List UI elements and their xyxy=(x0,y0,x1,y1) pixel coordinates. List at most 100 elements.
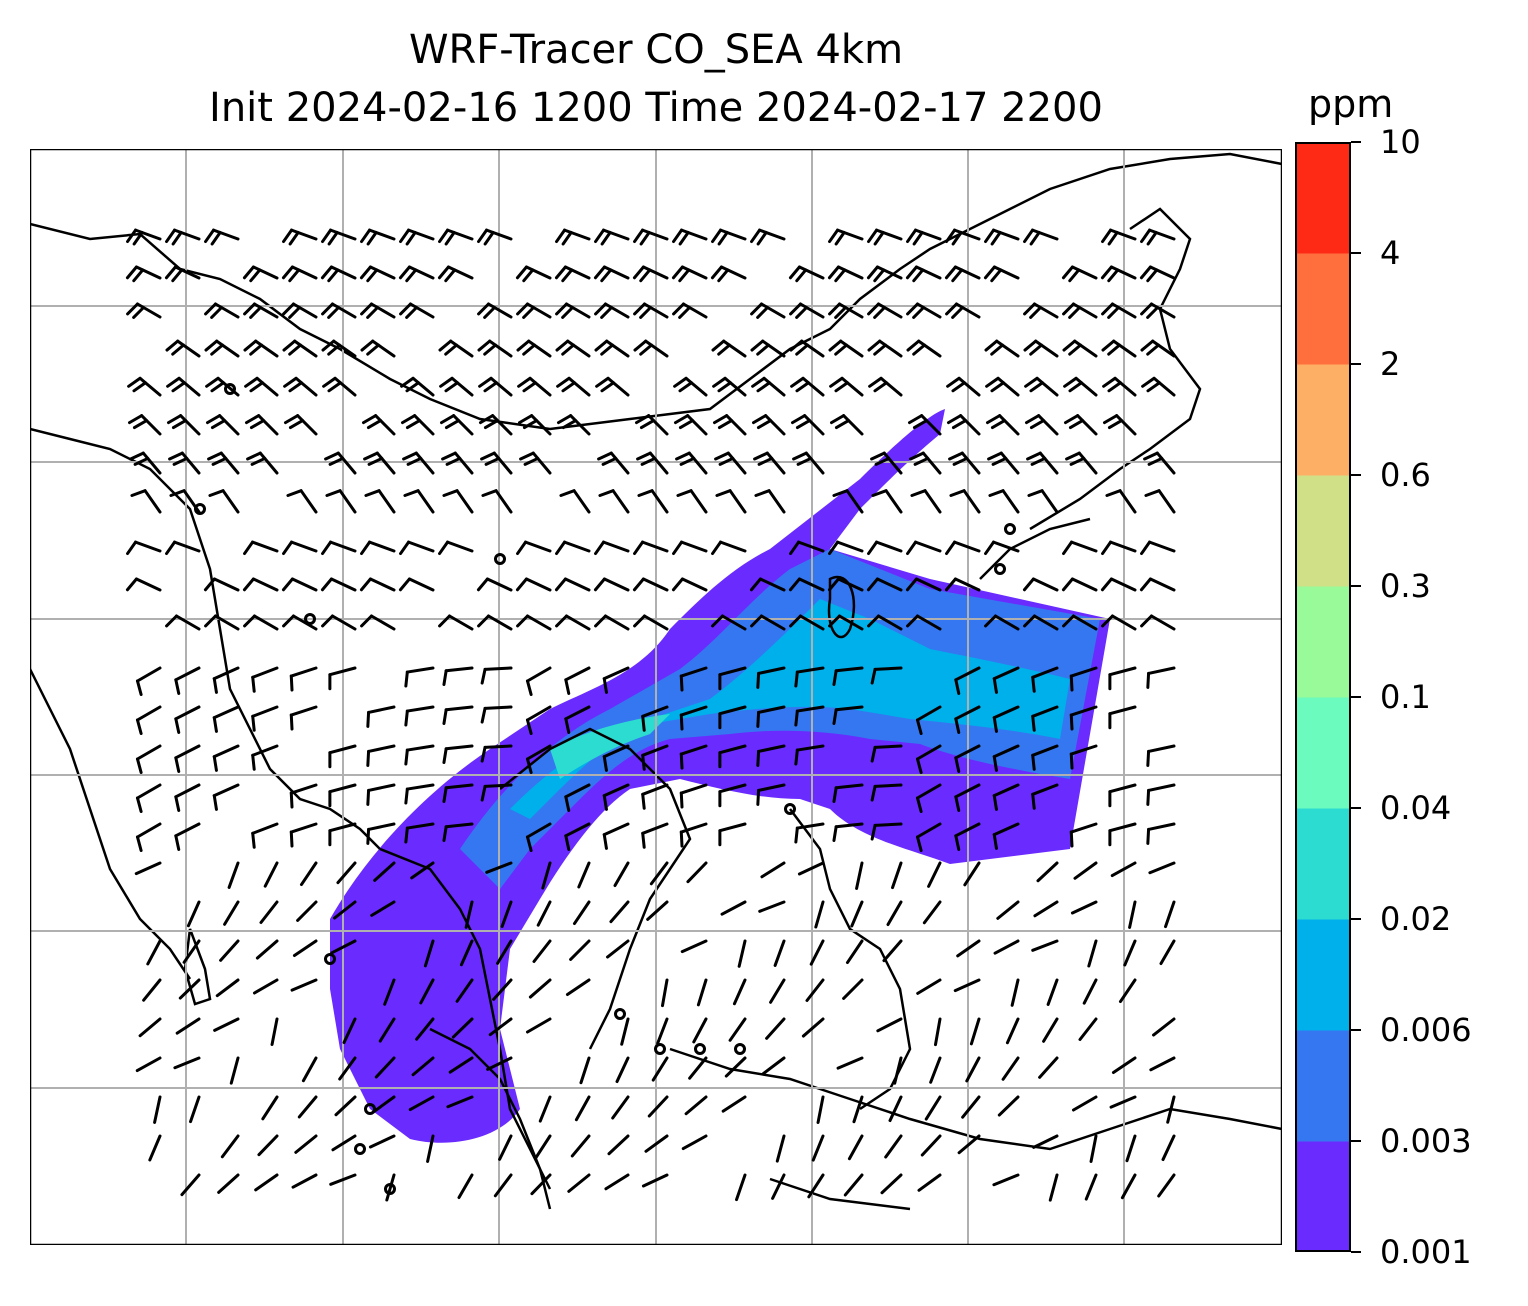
wind-barb xyxy=(203,577,240,592)
wind-barb xyxy=(208,489,240,514)
wind-barb xyxy=(1042,1017,1059,1043)
colorbar-segment xyxy=(1295,475,1351,587)
wind-barb xyxy=(577,861,591,889)
colorbar-tick-label: 0.02 xyxy=(1380,900,1452,938)
wind-barb xyxy=(251,705,279,732)
wind-barb xyxy=(636,451,669,475)
wind-barb xyxy=(594,540,630,556)
wind-barb xyxy=(525,744,552,775)
wind-barb xyxy=(749,577,786,592)
wind-barb xyxy=(215,978,240,998)
wind-barb xyxy=(165,339,201,358)
wind-barb xyxy=(517,414,552,436)
wind-barb xyxy=(564,666,591,695)
wind-barb xyxy=(672,302,708,319)
wind-barb xyxy=(254,1173,279,1192)
wind-barb xyxy=(718,705,747,730)
wind-barb xyxy=(984,339,1020,358)
wind-barb xyxy=(676,489,708,514)
wind-barb xyxy=(852,1095,864,1124)
colorbar-segment xyxy=(1295,808,1351,920)
wind-barb xyxy=(1033,900,1059,918)
wind-barb xyxy=(602,822,630,850)
wind-barb xyxy=(832,822,864,843)
wind-barb xyxy=(953,978,981,993)
wind-barb xyxy=(1031,744,1059,771)
wind-barb xyxy=(360,540,396,556)
wind-barb xyxy=(1061,265,1098,283)
wind-barb xyxy=(1123,939,1137,967)
calm-wind-circle xyxy=(324,953,336,965)
wind-barb xyxy=(954,666,981,695)
wind-barb xyxy=(251,744,279,771)
wind-barb xyxy=(750,228,786,246)
wind-barb xyxy=(289,783,318,809)
wind-barb xyxy=(954,744,981,773)
colorbar-tick-mark xyxy=(1351,474,1361,476)
wind-barb xyxy=(125,577,162,592)
wind-barb xyxy=(775,1134,786,1163)
wind-barb xyxy=(126,302,162,319)
wind-barb xyxy=(604,1173,630,1191)
wind-barb xyxy=(1089,1134,1098,1164)
wind-barb xyxy=(455,978,474,1003)
colorbar-tick-label: 4 xyxy=(1380,234,1401,272)
colorbar-tick-label: 0.1 xyxy=(1380,678,1431,716)
wind-barb xyxy=(446,1095,474,1109)
wind-barb xyxy=(712,376,747,397)
wind-barb xyxy=(1161,1134,1176,1162)
wind-barb xyxy=(714,451,747,475)
wind-barb xyxy=(1101,614,1137,631)
wind-barb xyxy=(671,577,708,592)
wind-barb xyxy=(965,1056,981,1083)
chart-title-line1: WRF-Tracer CO_SEA 4km xyxy=(408,27,904,73)
wind-barb xyxy=(797,861,825,876)
wind-barb xyxy=(478,414,513,436)
wind-barb xyxy=(870,822,903,841)
wind-barb xyxy=(299,861,318,887)
wind-barb xyxy=(882,939,903,963)
calm-wind-circle xyxy=(364,1103,376,1115)
wind-barb xyxy=(1084,1173,1098,1201)
wind-barb xyxy=(534,1134,552,1160)
wind-barb xyxy=(992,1173,1020,1187)
wind-barb xyxy=(594,302,630,319)
wind-barb xyxy=(855,861,864,890)
wind-barb xyxy=(204,228,240,246)
wind-barb xyxy=(1140,228,1176,246)
wind-barb xyxy=(1087,939,1098,968)
wind-barb xyxy=(1144,489,1176,514)
wind-barb xyxy=(564,783,591,812)
wind-barb xyxy=(679,783,708,809)
wind-barb xyxy=(480,451,513,475)
wind-barb xyxy=(992,783,1020,811)
wind-barb xyxy=(613,861,630,888)
wind-barb xyxy=(633,614,669,631)
wind-barb xyxy=(321,540,357,556)
wind-barb xyxy=(866,577,903,592)
wind-barb xyxy=(829,414,864,436)
calm-wind-circle xyxy=(304,613,316,625)
wind-barb xyxy=(1061,577,1098,592)
wind-barb xyxy=(832,666,864,687)
wind-barb xyxy=(992,705,1020,733)
wind-barb xyxy=(498,1134,513,1161)
wind-barb xyxy=(165,614,201,631)
wind-barb xyxy=(383,978,396,1006)
wind-barb xyxy=(263,861,279,888)
wind-barb xyxy=(223,900,240,926)
wind-barb xyxy=(385,1173,396,1202)
wind-barb xyxy=(532,939,552,963)
wind-barb xyxy=(334,1095,357,1117)
wind-barb xyxy=(442,489,474,514)
wind-barb xyxy=(801,1017,825,1038)
calm-wind-circle xyxy=(384,1183,396,1195)
wind-barb xyxy=(1023,339,1059,358)
wind-barb xyxy=(328,822,357,847)
wind-barb xyxy=(906,228,942,246)
wind-barb xyxy=(516,540,552,556)
wind-barb xyxy=(399,540,435,556)
wind-barb xyxy=(870,783,903,802)
wind-barb xyxy=(750,614,786,631)
wind-barb xyxy=(442,822,474,843)
